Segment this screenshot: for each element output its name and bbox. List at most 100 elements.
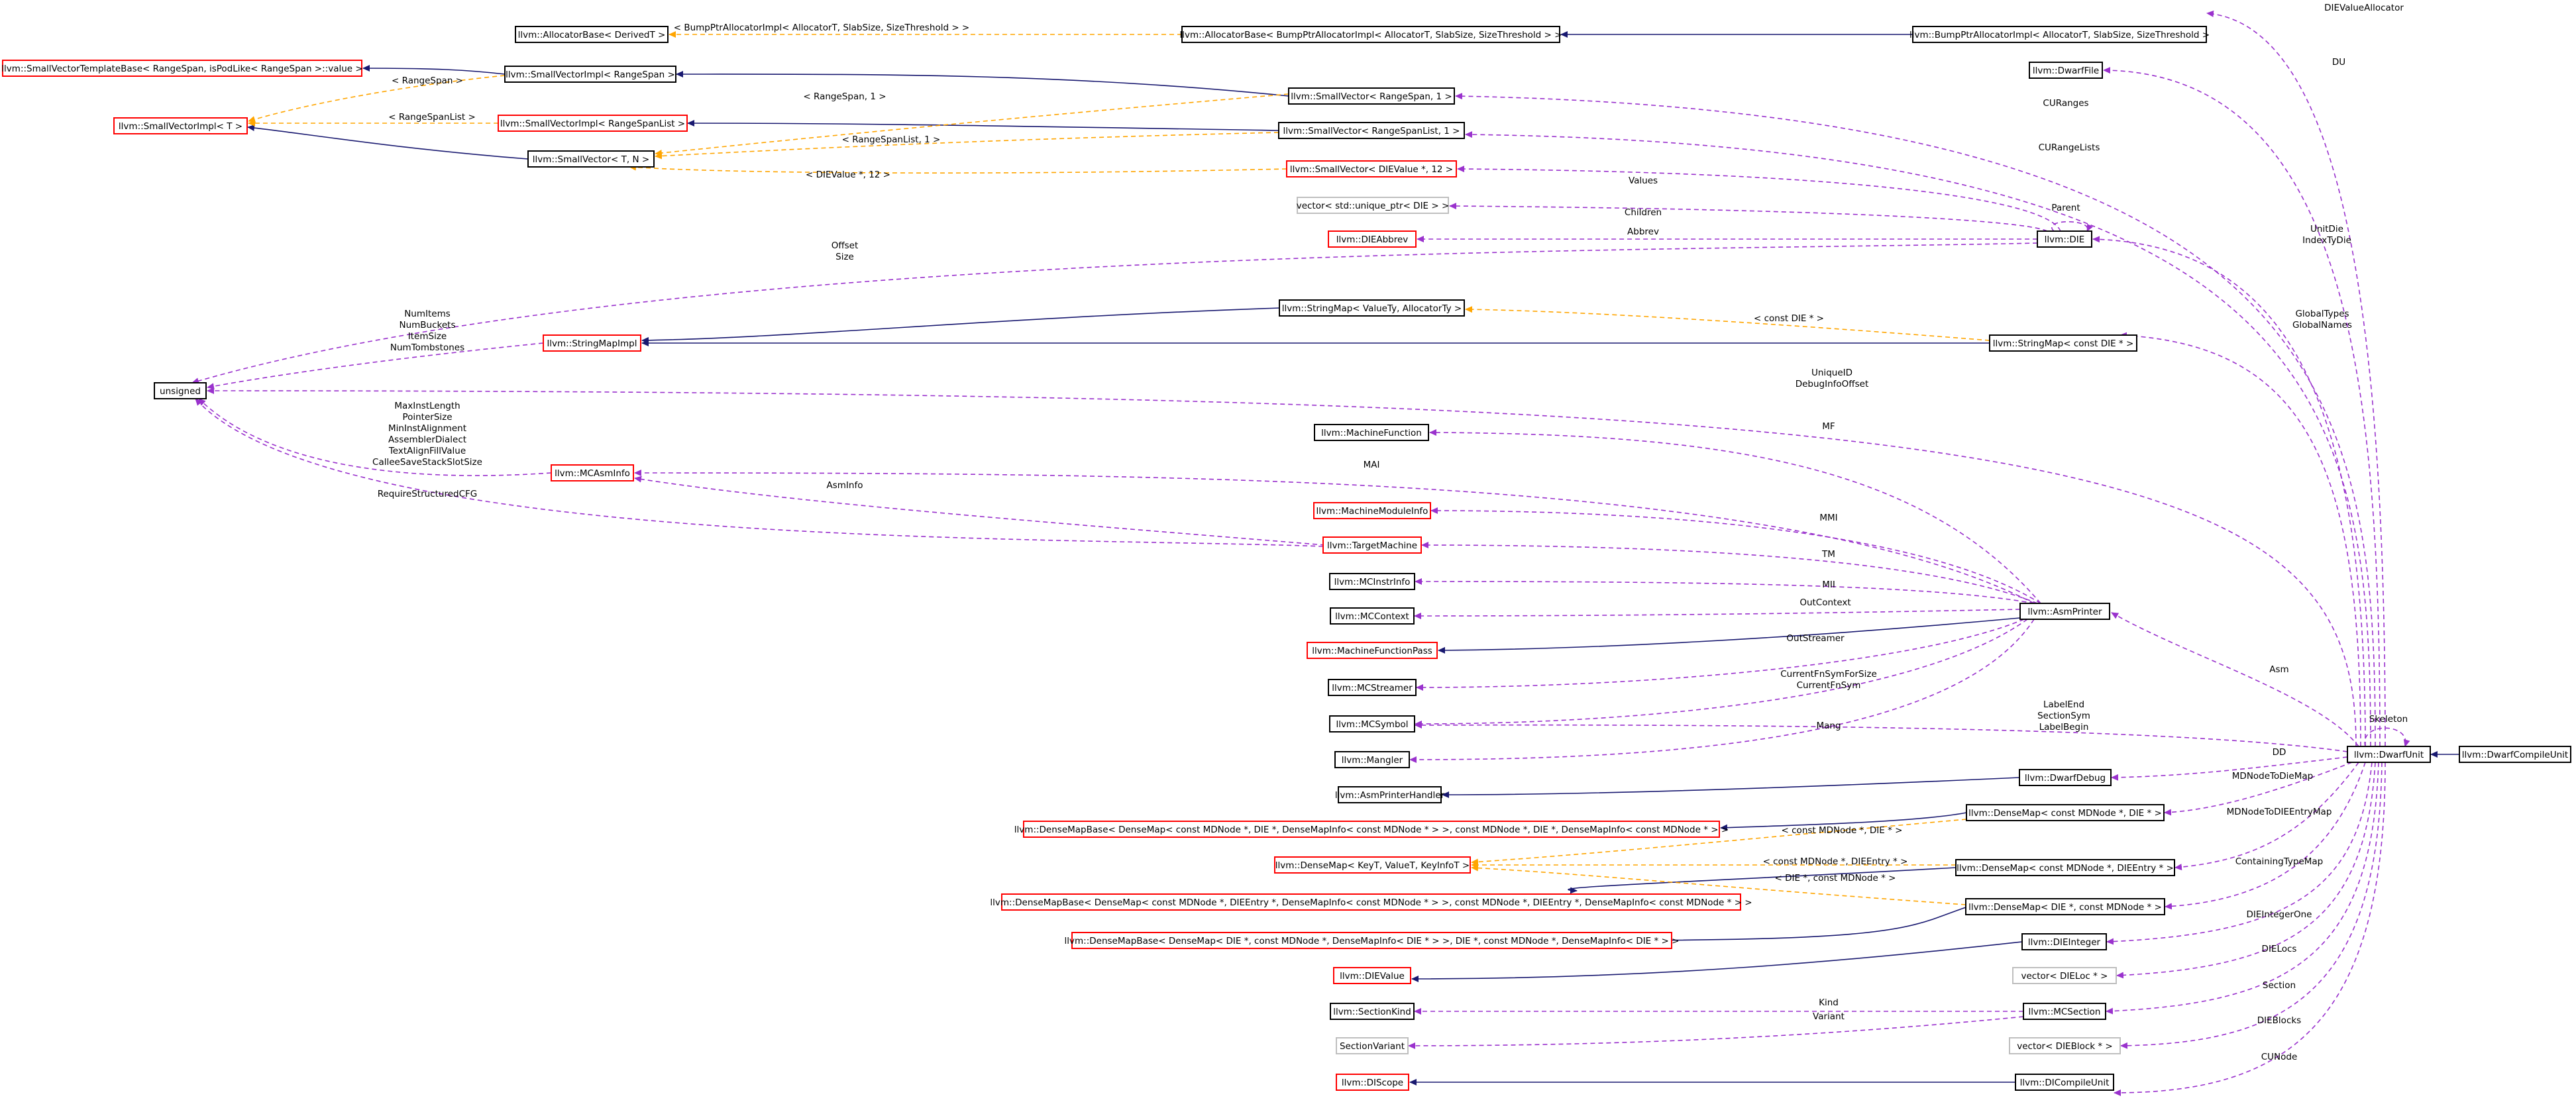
node-box[interactable] — [1274, 856, 1471, 874]
node-box[interactable] — [1307, 642, 1438, 659]
node-mcsym[interactable]: llvm::MCSymbol — [1329, 715, 1415, 733]
node-box[interactable] — [1288, 87, 1455, 105]
node-dcu[interactable]: llvm::DwarfCompileUnit — [2459, 746, 2571, 763]
node-svtb[interactable]: llvm::SmallVectorTemplateBase< RangeSpan… — [1, 60, 363, 77]
node-mf[interactable]: llvm::MachineFunction — [1314, 424, 1429, 441]
node-dicu[interactable]: llvm::DICompileUnit — [2015, 1074, 2114, 1091]
node-unsigned[interactable]: unsigned — [154, 382, 207, 399]
node-vecdieloc[interactable]: vector< DIELoc * > — [2012, 967, 2117, 984]
node-du[interactable]: llvm::DwarfUnit — [2347, 746, 2431, 763]
node-box[interactable] — [1286, 160, 1457, 177]
node-dmbase1[interactable]: llvm::DenseMapBase< DenseMap< const MDNo… — [1014, 821, 1729, 838]
node-smimpl[interactable]: llvm::StringMapImpl — [543, 334, 641, 352]
node-box[interactable] — [498, 115, 688, 132]
node-box[interactable] — [1334, 751, 1410, 768]
node-box[interactable] — [1297, 197, 1449, 214]
node-dm3[interactable]: llvm::DenseMap< DIE *, const MDNode * > — [1965, 898, 2165, 915]
node-box[interactable] — [1336, 1074, 1409, 1091]
node-svtn[interactable]: llvm::SmallVector< T, N > — [527, 150, 655, 168]
node-box[interactable] — [1330, 1003, 1415, 1020]
node-box[interactable] — [1328, 679, 1417, 696]
node-discope[interactable]: llvm::DIScope — [1336, 1074, 1409, 1091]
node-box[interactable] — [1333, 967, 1411, 984]
node-box[interactable] — [2, 60, 362, 77]
node-ddbg[interactable]: llvm::DwarfDebug — [2019, 769, 2112, 786]
node-svit[interactable]: llvm::SmallVectorImpl< T > — [113, 117, 248, 134]
node-box[interactable] — [1313, 502, 1431, 519]
node-box[interactable] — [1330, 607, 1415, 625]
node-dmbase2[interactable]: llvm::DenseMapBase< DenseMap< const MDNo… — [990, 893, 1752, 911]
node-box[interactable] — [2015, 1074, 2114, 1091]
node-dieabbrev[interactable]: llvm::DIEAbbrev — [1328, 230, 1417, 248]
node-box[interactable] — [543, 334, 641, 352]
node-box[interactable] — [1023, 821, 1720, 838]
node-box[interactable] — [2021, 933, 2107, 950]
node-box[interactable] — [1278, 122, 1465, 139]
node-box[interactable] — [1989, 334, 2137, 352]
node-box[interactable] — [515, 26, 669, 43]
node-aab[interactable]: llvm::AllocatorBase< BumpPtrAllocatorImp… — [1180, 26, 1562, 43]
node-dievalue[interactable]: llvm::DIEValue — [1333, 967, 1411, 984]
node-dfile[interactable]: llvm::DwarfFile — [2029, 62, 2103, 79]
node-dm1[interactable]: llvm::DenseMap< const MDNode *, DIE * > — [1966, 804, 2165, 821]
node-box[interactable] — [2012, 967, 2117, 984]
node-box[interactable] — [1322, 536, 1422, 554]
node-box[interactable] — [1912, 26, 2207, 43]
node-secvar[interactable]: SectionVariant — [1336, 1037, 1409, 1054]
node-box[interactable] — [2019, 603, 2110, 620]
node-box[interactable] — [2023, 1003, 2106, 1020]
node-seckind[interactable]: llvm::SectionKind — [1330, 1003, 1415, 1020]
node-bpa[interactable]: llvm::BumpPtrAllocatorImpl< AllocatorT, … — [1909, 26, 2210, 43]
node-svrsl[interactable]: llvm::SmallVector< RangeSpanList, 1 > — [1278, 122, 1465, 139]
node-box[interactable] — [1338, 786, 1442, 803]
node-dmbase3[interactable]: llvm::DenseMapBase< DenseMap< DIE *, con… — [1065, 932, 1680, 949]
node-svdv[interactable]: llvm::SmallVector< DIEValue *, 12 > — [1286, 160, 1457, 177]
node-abd[interactable]: llvm::AllocatorBase< DerivedT > — [515, 26, 669, 43]
node-aph[interactable]: llvm::AsmPrinterHandler — [1335, 786, 1445, 803]
node-mcs[interactable]: llvm::MCStreamer — [1328, 679, 1417, 696]
node-svirsl[interactable]: llvm::SmallVectorImpl< RangeSpanList > — [498, 115, 688, 132]
node-box[interactable] — [1336, 1037, 1409, 1054]
node-mcai[interactable]: llvm::MCAsmInfo — [551, 464, 634, 481]
node-mangler[interactable]: llvm::Mangler — [1334, 751, 1410, 768]
node-box[interactable] — [2019, 769, 2112, 786]
node-smvt[interactable]: llvm::StringMap< ValueTy, AllocatorTy > — [1279, 299, 1465, 317]
node-box[interactable] — [1314, 424, 1429, 441]
node-box[interactable] — [504, 66, 676, 83]
node-box[interactable] — [154, 382, 207, 399]
node-box[interactable] — [1279, 299, 1465, 317]
node-mmi[interactable]: llvm::MachineModuleInfo — [1313, 502, 1431, 519]
node-box[interactable] — [1329, 715, 1415, 733]
node-mcsec[interactable]: llvm::MCSection — [2023, 1003, 2106, 1020]
node-mcctx[interactable]: llvm::MCContext — [1330, 607, 1415, 625]
node-vecdie[interactable]: vector< std::unique_ptr< DIE > > — [1297, 197, 1450, 214]
node-die[interactable]: llvm::DIE — [2037, 230, 2092, 248]
node-box[interactable] — [1955, 859, 2175, 876]
node-svrs1[interactable]: llvm::SmallVector< RangeSpan, 1 > — [1288, 87, 1455, 105]
node-box[interactable] — [1965, 898, 2165, 915]
node-box[interactable] — [2347, 746, 2431, 763]
node-vecdieblk[interactable]: vector< DIEBlock * > — [2009, 1037, 2121, 1054]
node-mfp[interactable]: llvm::MachineFunctionPass — [1307, 642, 1438, 659]
node-box[interactable] — [551, 464, 634, 481]
node-svirs[interactable]: llvm::SmallVectorImpl< RangeSpan > — [504, 66, 676, 83]
node-dmkv[interactable]: llvm::DenseMap< KeyT, ValueT, KeyInfoT > — [1274, 856, 1471, 874]
node-box[interactable] — [1001, 893, 1741, 911]
node-box[interactable] — [2029, 62, 2103, 79]
node-smcd[interactable]: llvm::StringMap< const DIE * > — [1989, 334, 2137, 352]
node-box[interactable] — [1329, 573, 1415, 590]
node-ap[interactable]: llvm::AsmPrinter — [2019, 603, 2110, 620]
node-box[interactable] — [113, 117, 248, 134]
node-box[interactable] — [1328, 230, 1417, 248]
node-tm[interactable]: llvm::TargetMachine — [1322, 536, 1422, 554]
node-dm2[interactable]: llvm::DenseMap< const MDNode *, DIEEntry… — [1955, 859, 2175, 876]
node-box[interactable] — [2009, 1037, 2121, 1054]
node-box[interactable] — [2037, 230, 2092, 248]
node-box[interactable] — [1966, 804, 2165, 821]
node-box[interactable] — [2459, 746, 2571, 763]
node-box[interactable] — [1181, 26, 1560, 43]
node-dieint[interactable]: llvm::DIEInteger — [2021, 933, 2107, 950]
node-box[interactable] — [527, 150, 655, 168]
node-box[interactable] — [1071, 932, 1672, 949]
node-mcii[interactable]: llvm::MCInstrInfo — [1329, 573, 1415, 590]
